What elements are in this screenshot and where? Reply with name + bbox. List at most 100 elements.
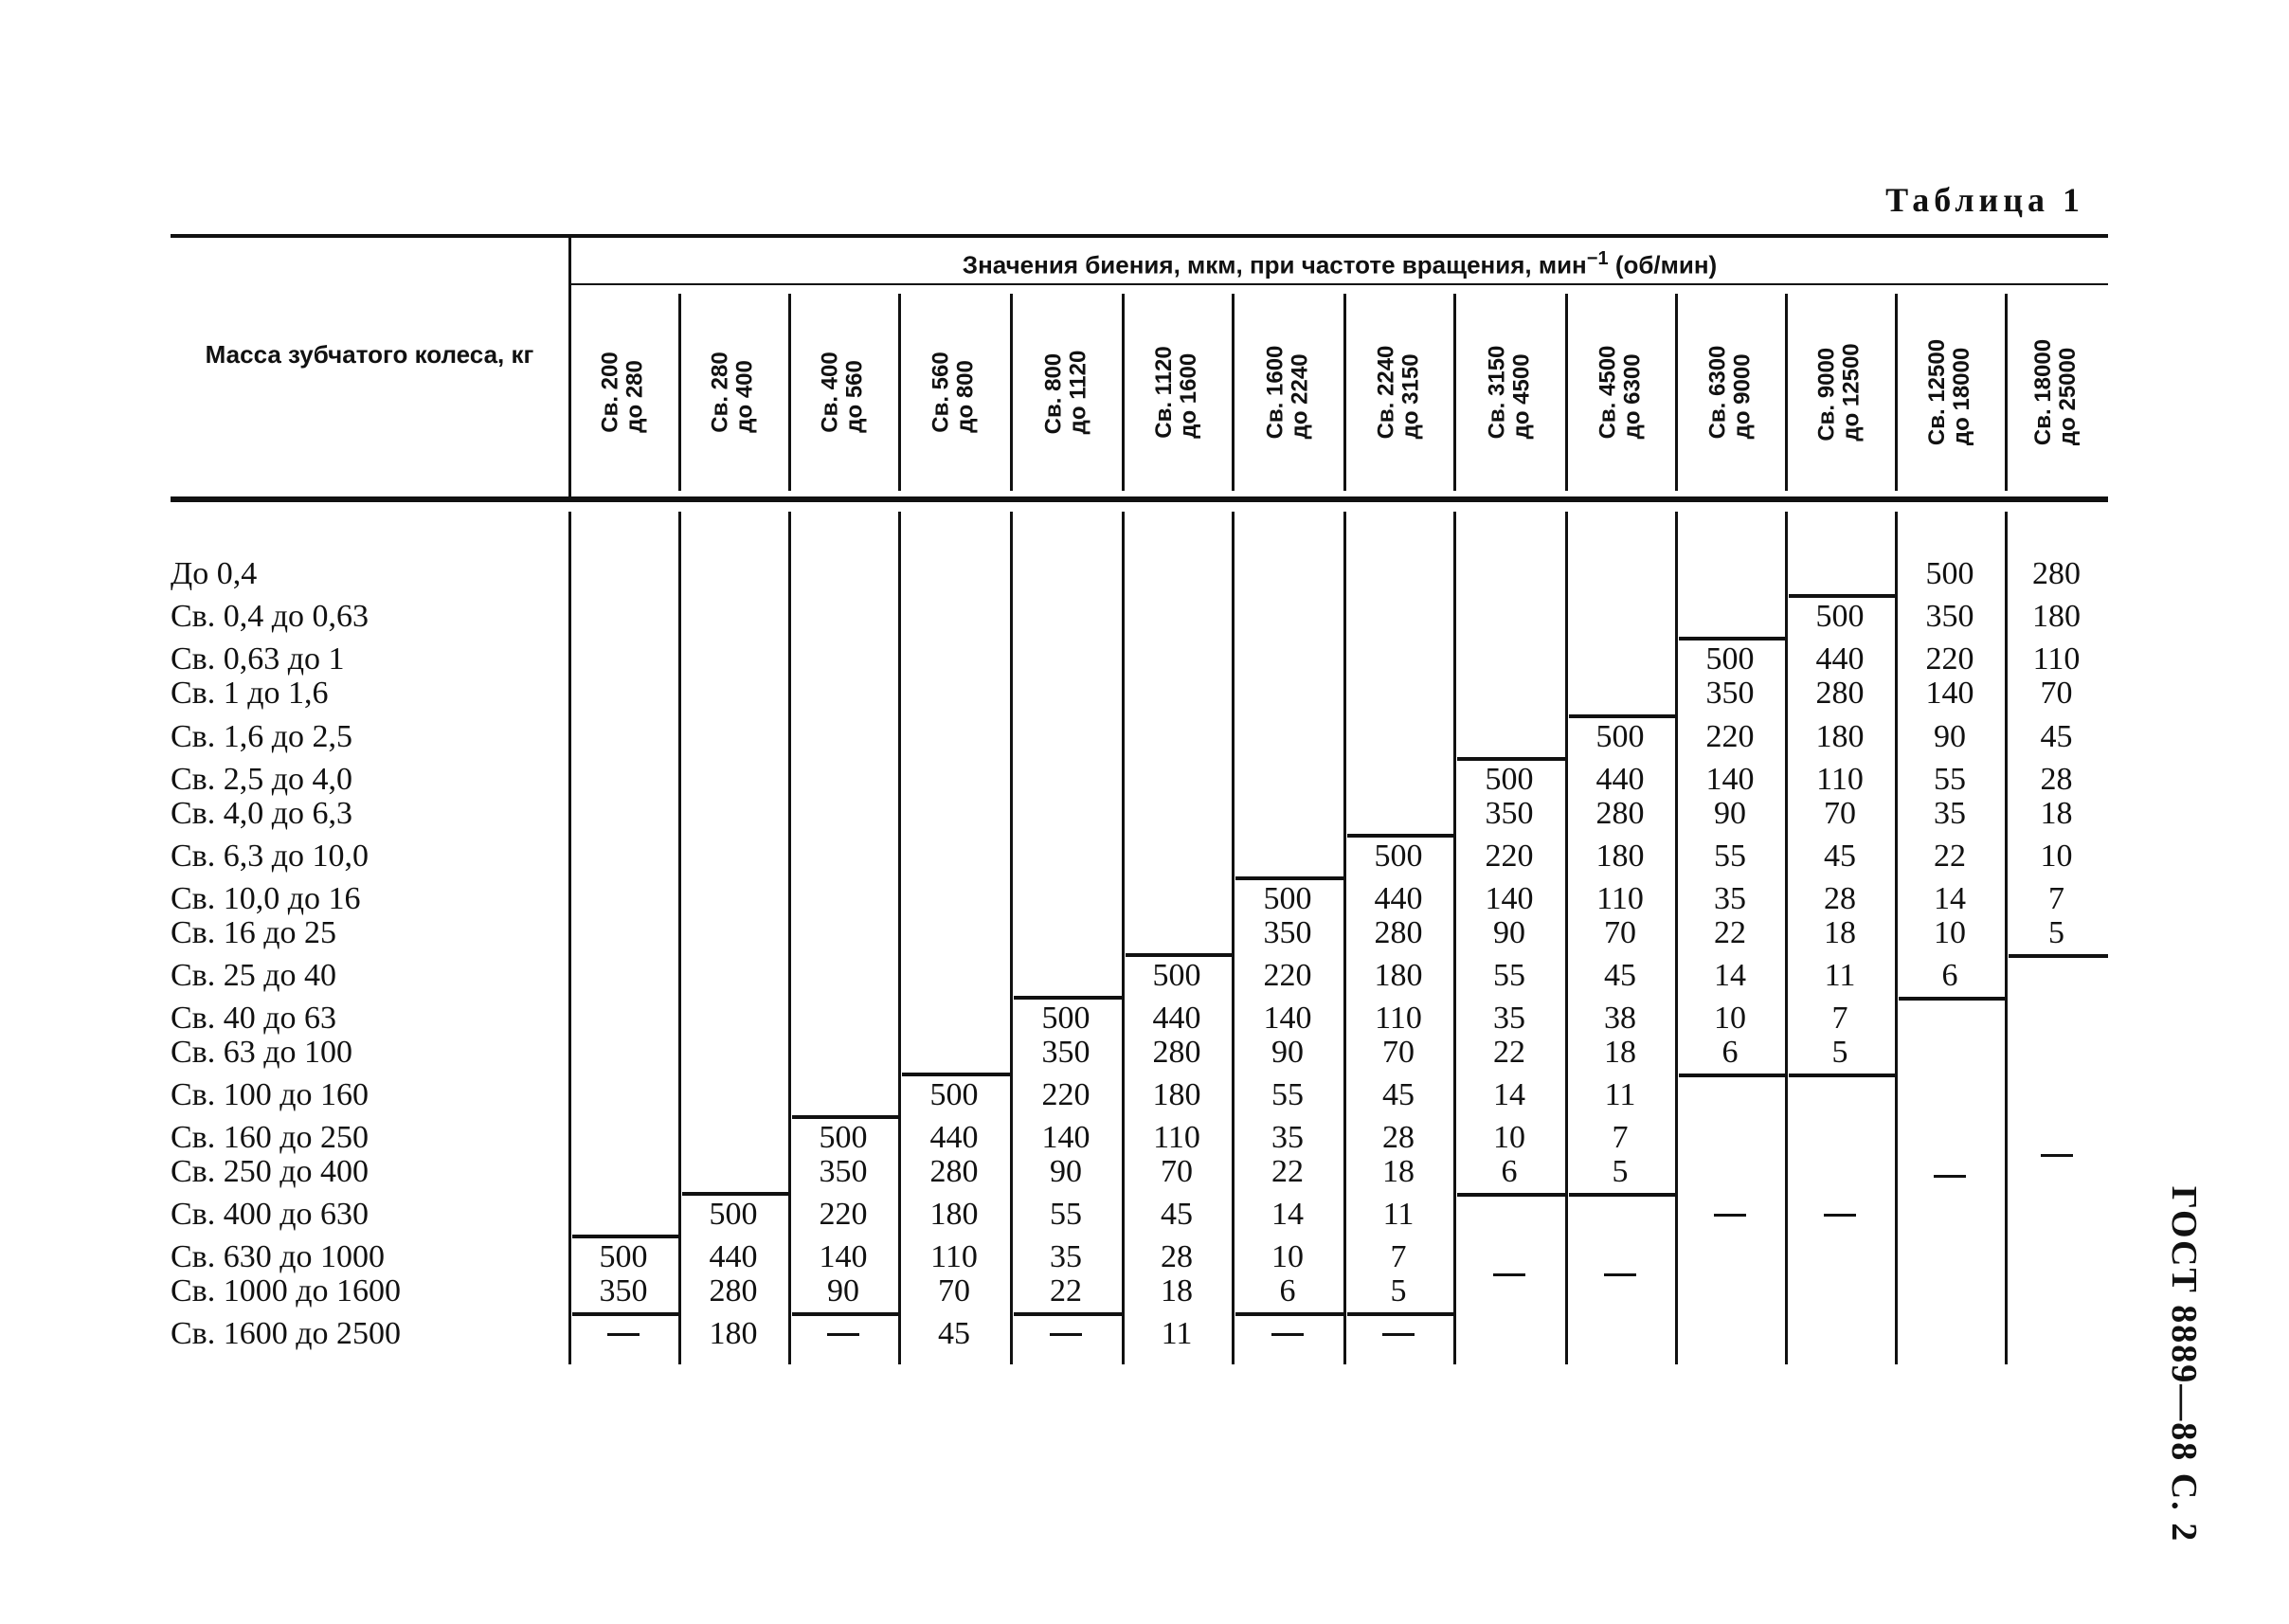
value-cell: 110 <box>2032 641 2081 677</box>
value-cell: 500 <box>1815 599 1865 634</box>
header-column-divider <box>788 294 791 491</box>
value-cell: 5 <box>2048 915 2064 950</box>
column-header-text: Св. 560 до 800 <box>928 352 979 432</box>
step-line-top <box>1126 953 1232 957</box>
value-cell: 35 <box>1271 1120 1304 1155</box>
value-cell: 280 <box>1595 796 1645 831</box>
column-header-4: Св. 560 до 800 <box>898 298 1010 487</box>
value-cell: 6 <box>1501 1154 1518 1189</box>
standard-reference-text: ГОСТ 8889—88 С. 2 <box>2164 1185 2205 1543</box>
values-header-exponent: −1 <box>1586 248 1609 269</box>
value-cell: 220 <box>819 1197 868 1232</box>
value-cell: 6 <box>1721 1035 1739 1070</box>
body-column-divider <box>1122 512 1125 1364</box>
value-cell: 500 <box>1374 839 1423 874</box>
value-cell: 11 <box>1161 1316 1193 1351</box>
value-cell: 18 <box>1824 915 1856 950</box>
value-cell: 350 <box>819 1154 868 1189</box>
body-column-divider <box>1343 512 1346 1364</box>
column-header-text: Св. 6300 до 9000 <box>1704 345 1755 440</box>
value-cell: 5 <box>1831 1035 1848 1070</box>
value-cell: 280 <box>1152 1035 1201 1070</box>
column-header-text: Св. 1600 до 2240 <box>1262 345 1312 440</box>
value-cell: 90 <box>827 1273 859 1308</box>
value-cell: 90 <box>1050 1154 1082 1189</box>
column-header-from: Св. 9000 <box>1814 347 1840 442</box>
column-header-to: до 400 <box>732 360 758 433</box>
body-column-divider <box>1453 512 1456 1364</box>
value-cell: 440 <box>709 1239 758 1274</box>
step-line-top <box>1569 714 1675 718</box>
values-header-unit: (об/мин) <box>1614 250 1718 280</box>
value-cell: 280 <box>1374 915 1423 950</box>
row-label: Св. 40 до 63 <box>171 1001 337 1036</box>
body-column-divider <box>678 512 681 1364</box>
value-cell: 280 <box>709 1273 758 1308</box>
value-cell: 28 <box>2040 762 2073 797</box>
column-header-from: Св. 200 <box>598 352 623 433</box>
step-line-top <box>1679 637 1785 641</box>
body-column-divider <box>1010 512 1013 1364</box>
value-cell: 180 <box>929 1197 979 1232</box>
column-header-to: до 25000 <box>2055 347 2082 446</box>
value-cell: 500 <box>1705 641 1755 677</box>
not-applicable-dash <box>827 1333 859 1336</box>
column-header-text: Св. 280 до 400 <box>708 352 758 433</box>
value-cell: 350 <box>1705 676 1755 711</box>
value-cell: 6 <box>1941 958 1958 993</box>
value-cell: 14 <box>1493 1077 1525 1112</box>
column-header-10: Св. 4500 до 6300 <box>1565 298 1675 487</box>
column-header-to: до 1600 <box>1176 352 1201 439</box>
value-cell: 10 <box>1493 1120 1525 1155</box>
column-header-5: Св. 800 до 1120 <box>1010 298 1122 487</box>
row-label: Св. 4,0 до 6,3 <box>171 796 353 831</box>
value-cell: 45 <box>938 1316 970 1351</box>
row-label: Св. 16 до 25 <box>171 915 337 950</box>
column-header-from: Св. 1600 <box>1262 345 1288 440</box>
value-cell: 5 <box>1612 1154 1629 1189</box>
step-line-bottom <box>1457 1193 1565 1197</box>
value-cell: 7 <box>1612 1120 1629 1155</box>
value-cell: 180 <box>1152 1077 1201 1112</box>
column-header-14: Св. 18000 до 25000 <box>2005 298 2108 487</box>
value-cell: 140 <box>1485 881 1534 916</box>
value-cell: 18 <box>1604 1035 1636 1070</box>
header-column-divider <box>1010 294 1013 491</box>
value-cell: 70 <box>1382 1035 1415 1070</box>
step-line-bottom <box>1014 1312 1122 1316</box>
step-line-top <box>792 1115 898 1119</box>
value-cell: 10 <box>1934 915 1966 950</box>
value-cell: 70 <box>938 1273 970 1308</box>
value-cell: 110 <box>1375 1001 1422 1036</box>
value-cell: 220 <box>1705 719 1755 754</box>
column-header-from: Св. 400 <box>818 352 843 433</box>
value-cell: 10 <box>1714 1001 1746 1036</box>
column-header-text: Св. 3150 до 4500 <box>1484 346 1534 440</box>
column-header-9: Св. 3150 до 4500 <box>1453 298 1565 487</box>
value-cell: 11 <box>1382 1197 1415 1232</box>
column-header-text: Св. 4500 до 6300 <box>1595 346 1645 440</box>
not-applicable-dash <box>2040 1154 2073 1157</box>
table-title: Таблица 1 <box>1885 181 2084 219</box>
values-header-text: Значения биения, мкм, при частоте вращен… <box>962 250 1587 280</box>
value-cell: 500 <box>1041 1001 1090 1036</box>
column-header-to: до 560 <box>842 360 868 433</box>
value-cell: 180 <box>2032 599 2081 634</box>
body-column-divider <box>1565 512 1568 1364</box>
column-header-text: Св. 200 до 280 <box>598 352 648 433</box>
value-cell: 140 <box>1041 1120 1090 1155</box>
column-header-from: Св. 6300 <box>1704 345 1730 440</box>
step-line-bottom <box>1899 997 2005 1001</box>
not-applicable-dash <box>1382 1333 1415 1336</box>
value-cell: 22 <box>1714 915 1746 950</box>
value-cell: 55 <box>1050 1197 1082 1232</box>
value-cell: 440 <box>1152 1001 1201 1036</box>
value-cell: 500 <box>1263 881 1312 916</box>
value-cell: 18 <box>1382 1154 1415 1189</box>
value-cell: 220 <box>1041 1077 1090 1112</box>
row-label: Св. 0,4 до 0,63 <box>171 599 369 634</box>
value-cell: 14 <box>1714 958 1746 993</box>
value-cell: 180 <box>1374 958 1423 993</box>
value-cell: 280 <box>929 1154 979 1189</box>
